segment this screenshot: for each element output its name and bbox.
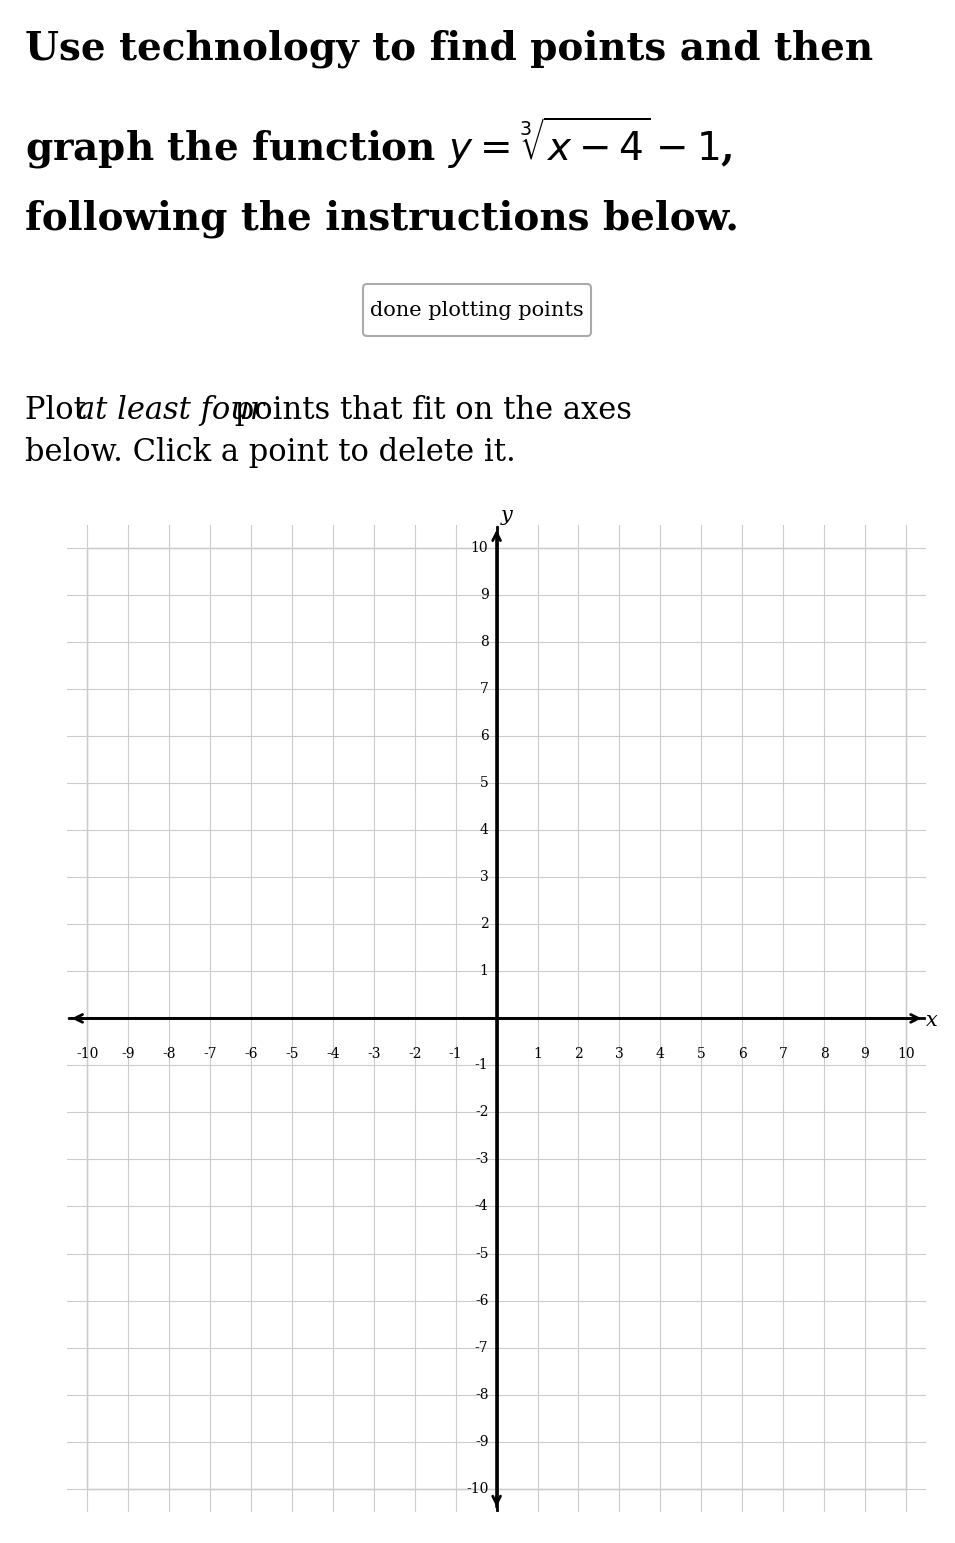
Text: 4: 4	[479, 824, 488, 838]
Text: 10: 10	[897, 1046, 915, 1060]
Text: graph the function $y = \sqrt[3]{x-4}-1$,: graph the function $y = \sqrt[3]{x-4}-1$…	[25, 116, 732, 171]
Text: -9: -9	[475, 1435, 488, 1449]
Text: x: x	[926, 1011, 938, 1031]
Text: 5: 5	[479, 776, 488, 790]
Text: Plot: Plot	[25, 395, 96, 426]
Text: -8: -8	[475, 1387, 488, 1401]
Text: 8: 8	[819, 1046, 828, 1060]
Text: -6: -6	[475, 1293, 488, 1307]
Text: -6: -6	[244, 1046, 258, 1060]
Text: 3: 3	[479, 870, 488, 884]
Text: -9: -9	[121, 1046, 135, 1060]
Text: 5: 5	[697, 1046, 706, 1060]
Text: -5: -5	[475, 1247, 488, 1261]
Text: 2: 2	[574, 1046, 583, 1060]
Text: 6: 6	[479, 730, 488, 744]
FancyBboxPatch shape	[363, 284, 591, 336]
Text: 9: 9	[860, 1046, 869, 1060]
Text: -10: -10	[466, 1481, 488, 1495]
Text: 4: 4	[656, 1046, 665, 1060]
Text: at least four: at least four	[77, 395, 265, 426]
Text: -3: -3	[475, 1153, 488, 1167]
Text: following the instructions below.: following the instructions below.	[25, 201, 739, 239]
Text: 1: 1	[479, 964, 488, 978]
Text: 7: 7	[479, 682, 488, 696]
Text: -4: -4	[475, 1199, 488, 1213]
Text: 9: 9	[479, 588, 488, 602]
Text: 6: 6	[738, 1046, 747, 1060]
Text: 7: 7	[778, 1046, 788, 1060]
Text: -2: -2	[475, 1105, 488, 1119]
Text: 8: 8	[479, 636, 488, 650]
Text: below. Click a point to delete it.: below. Click a point to delete it.	[25, 437, 516, 468]
Text: done plotting points: done plotting points	[371, 301, 584, 319]
Text: -5: -5	[286, 1046, 299, 1060]
Text: -8: -8	[162, 1046, 176, 1060]
Text: -1: -1	[449, 1046, 462, 1060]
Text: -2: -2	[408, 1046, 421, 1060]
Text: 2: 2	[479, 918, 488, 932]
Text: 3: 3	[615, 1046, 624, 1060]
Text: -4: -4	[326, 1046, 340, 1060]
Text: 10: 10	[471, 542, 488, 555]
Text: -7: -7	[475, 1341, 488, 1355]
Text: y: y	[500, 506, 513, 525]
Text: -3: -3	[367, 1046, 380, 1060]
Text: -1: -1	[475, 1058, 488, 1072]
Text: -10: -10	[76, 1046, 98, 1060]
Text: points that fit on the axes: points that fit on the axes	[225, 395, 632, 426]
Text: Use technology to find points and then: Use technology to find points and then	[25, 29, 873, 68]
Text: 1: 1	[533, 1046, 542, 1060]
Text: -7: -7	[203, 1046, 217, 1060]
